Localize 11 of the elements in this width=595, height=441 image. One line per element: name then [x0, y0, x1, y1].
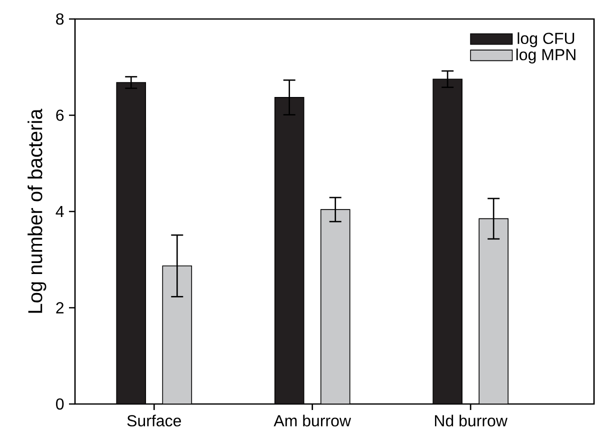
x-tick-label: Surface	[127, 414, 181, 426]
legend-label: log CFU	[518, 32, 574, 48]
y-tick-label: 2	[56, 302, 64, 314]
x-tick-label: Nd burrow	[435, 414, 508, 426]
y-axis-title: Log number of bacteria	[28, 108, 46, 313]
y-tick-label: 4	[56, 206, 64, 217]
x-tick-label: Am burrow	[274, 414, 352, 426]
legend-label: log MPN	[516, 48, 576, 64]
y-tick-label: 6	[56, 110, 64, 121]
y-tick-label: 8	[56, 13, 64, 25]
y-tick-label: 0	[56, 398, 64, 410]
